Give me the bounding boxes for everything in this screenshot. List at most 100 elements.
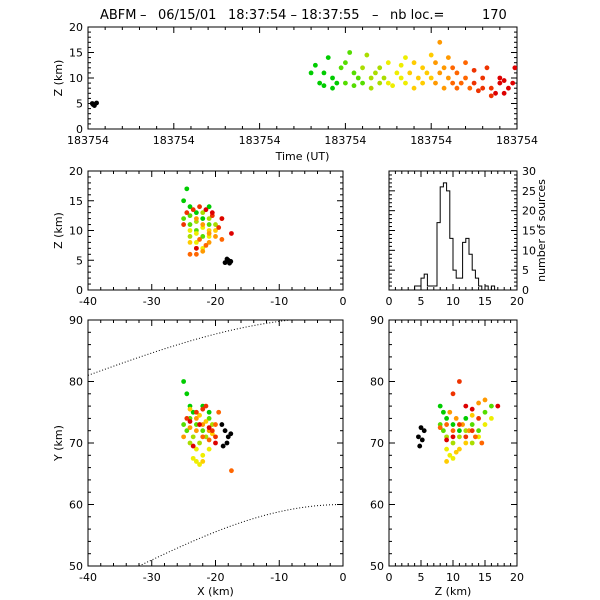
source-point xyxy=(206,204,212,210)
source-point-early xyxy=(421,428,427,434)
y-tick-label: 50 xyxy=(370,560,384,573)
source-point xyxy=(441,85,447,91)
source-point xyxy=(476,416,481,421)
source-point xyxy=(187,251,193,257)
histogram-bin xyxy=(491,286,494,290)
source-point xyxy=(497,80,503,86)
source-point xyxy=(355,75,361,81)
source-point xyxy=(197,422,202,427)
source-point xyxy=(200,222,206,227)
title-separator-1: – xyxy=(140,8,147,23)
y-tick-label: 15 xyxy=(69,47,83,60)
source-point xyxy=(437,70,443,76)
source-point xyxy=(206,240,212,245)
source-point xyxy=(343,80,348,86)
histogram-bin xyxy=(466,238,469,290)
source-point-early xyxy=(417,443,423,449)
source-point xyxy=(213,422,218,427)
source-point xyxy=(206,416,212,421)
source-point xyxy=(437,403,443,409)
y-tick-label: 15 xyxy=(69,195,83,208)
plot-area xyxy=(416,379,501,464)
source-point xyxy=(493,90,498,96)
source-point xyxy=(351,83,357,89)
histogram-bin xyxy=(479,286,482,290)
y-axis-label: Z (km) xyxy=(52,60,65,97)
source-point xyxy=(411,85,417,91)
source-point xyxy=(200,434,206,440)
source-point xyxy=(444,446,449,452)
source-point xyxy=(197,462,202,467)
histogram-step-line xyxy=(414,182,496,290)
y-tick-label: 5 xyxy=(76,254,83,267)
source-point xyxy=(445,75,451,81)
panel-x_z: -40 -30 -20 -10 0 0 5 10 15 20 Z (km) xyxy=(52,165,347,308)
histogram-bin xyxy=(447,191,450,290)
y-tick-label: 20 xyxy=(69,165,83,178)
source-point xyxy=(321,70,327,76)
source-point xyxy=(325,55,331,60)
title-time-range: 18:37:54 – 18:37:55 xyxy=(228,8,360,23)
source-point xyxy=(200,406,206,412)
source-point xyxy=(467,85,473,91)
source-point xyxy=(495,403,501,409)
source-point xyxy=(206,222,212,227)
source-point xyxy=(312,62,318,68)
x-tick-label: -40 xyxy=(79,295,97,308)
source-point xyxy=(450,440,456,446)
source-point xyxy=(420,80,426,86)
source-point xyxy=(428,75,434,81)
source-point xyxy=(489,403,494,409)
source-point xyxy=(203,403,209,409)
y-tick-label: 90 xyxy=(69,314,83,327)
histogram-bin xyxy=(424,274,427,290)
source-point xyxy=(482,409,488,415)
y-tick-label: 25 xyxy=(522,185,536,198)
x-tick-label: 183754 xyxy=(410,134,452,147)
source-point xyxy=(437,425,443,431)
source-point xyxy=(457,446,462,452)
source-point xyxy=(445,55,451,60)
histogram-bin xyxy=(469,254,472,290)
source-point xyxy=(447,452,453,458)
y-axis-label: Y (km) xyxy=(52,425,65,462)
source-point-early xyxy=(227,260,232,266)
source-point xyxy=(473,434,478,440)
x-tick-label: 183754 xyxy=(496,134,538,147)
source-point xyxy=(200,234,206,239)
source-point xyxy=(480,85,486,91)
source-point xyxy=(181,198,187,204)
source-point xyxy=(453,449,459,455)
x-axis-label: Z (km) xyxy=(435,585,472,598)
source-point xyxy=(403,80,408,86)
source-point xyxy=(471,67,477,73)
source-point xyxy=(193,216,199,222)
source-point xyxy=(209,428,215,434)
x-tick-label: 20 xyxy=(510,295,524,308)
source-point xyxy=(206,409,212,415)
source-point xyxy=(501,90,507,96)
source-point xyxy=(187,228,193,233)
plot-frame xyxy=(87,26,518,130)
histogram-bin xyxy=(450,238,453,290)
y-tick-label: 10 xyxy=(69,72,83,85)
source-point xyxy=(187,440,193,446)
y-tick-label: 15 xyxy=(522,225,536,238)
source-point xyxy=(390,83,395,89)
x-tick-label: 0 xyxy=(386,571,393,584)
source-point xyxy=(454,70,460,76)
source-point xyxy=(200,210,206,216)
source-point xyxy=(463,434,469,440)
source-point xyxy=(463,60,468,66)
source-point xyxy=(469,422,475,427)
source-point xyxy=(476,428,481,434)
plot-area xyxy=(89,39,517,108)
x-tick-label: 0 xyxy=(340,295,347,308)
source-point xyxy=(330,85,335,91)
source-point xyxy=(360,65,365,71)
source-point xyxy=(206,216,212,222)
source-point xyxy=(457,379,462,384)
source-point xyxy=(216,409,222,415)
histogram-bin xyxy=(434,286,437,290)
x-tick-label: 183754 xyxy=(67,134,109,147)
